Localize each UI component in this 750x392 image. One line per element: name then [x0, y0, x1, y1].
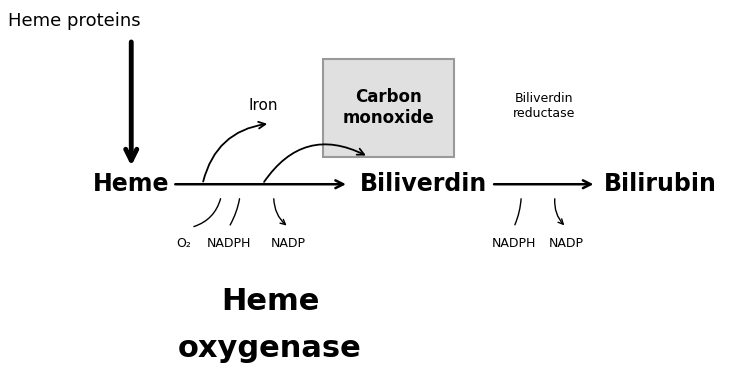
- Text: Iron: Iron: [248, 98, 278, 113]
- Text: NADPH: NADPH: [491, 236, 536, 250]
- Text: Heme proteins: Heme proteins: [8, 12, 140, 30]
- Text: oxygenase: oxygenase: [178, 334, 362, 363]
- Text: Heme: Heme: [93, 172, 170, 196]
- Text: NADPH: NADPH: [206, 236, 251, 250]
- Text: NADP: NADP: [272, 236, 306, 250]
- Text: Biliverdin
reductase: Biliverdin reductase: [512, 92, 575, 120]
- Text: Bilirubin: Bilirubin: [604, 172, 716, 196]
- FancyBboxPatch shape: [322, 59, 454, 157]
- Text: Heme: Heme: [220, 287, 320, 316]
- Text: O₂: O₂: [176, 236, 191, 250]
- Text: NADP: NADP: [549, 236, 584, 250]
- Text: Carbon
monoxide: Carbon monoxide: [342, 89, 434, 127]
- Text: Biliverdin: Biliverdin: [360, 172, 488, 196]
